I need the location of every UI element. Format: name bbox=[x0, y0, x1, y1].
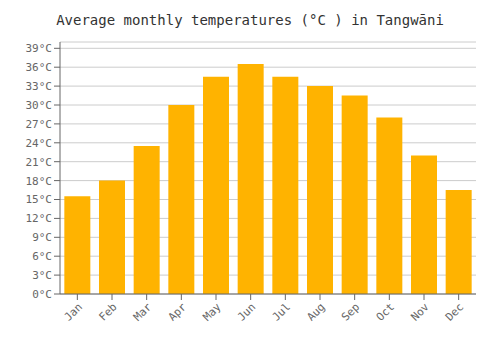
svg-text:18°C: 18°C bbox=[26, 175, 53, 188]
svg-text:9°C: 9°C bbox=[32, 231, 52, 244]
svg-text:Nov: Nov bbox=[408, 300, 432, 324]
svg-text:Aug: Aug bbox=[304, 300, 327, 323]
svg-text:15°C: 15°C bbox=[26, 193, 53, 206]
svg-text:21°C: 21°C bbox=[26, 156, 53, 169]
svg-text:Mar: Mar bbox=[131, 300, 155, 324]
svg-text:3°C: 3°C bbox=[32, 269, 52, 282]
svg-text:12°C: 12°C bbox=[26, 212, 53, 225]
svg-text:Jul: Jul bbox=[270, 300, 293, 323]
svg-text:Oct: Oct bbox=[374, 300, 397, 323]
svg-text:Jun: Jun bbox=[235, 300, 258, 323]
svg-text:Sep: Sep bbox=[339, 300, 362, 323]
svg-text:6°C: 6°C bbox=[32, 250, 52, 263]
svg-text:Feb: Feb bbox=[96, 300, 119, 323]
svg-text:27°C: 27°C bbox=[26, 118, 53, 131]
svg-text:0°C: 0°C bbox=[32, 288, 52, 301]
svg-text:Apr: Apr bbox=[166, 300, 190, 324]
html-text:Average monthly temperatures (: Average monthly temperatures (°C ) in Ta… bbox=[56, 12, 444, 28]
svg-text:30°C: 30°C bbox=[26, 99, 53, 112]
svg-text:36°C: 36°C bbox=[26, 61, 53, 74]
svg-text:May: May bbox=[200, 300, 224, 324]
svg-text:39°C: 39°C bbox=[26, 42, 53, 55]
svg-text:24°C: 24°C bbox=[26, 137, 53, 150]
svg-text:33°C: 33°C bbox=[26, 80, 53, 93]
svg-text:Jan: Jan bbox=[62, 300, 85, 323]
svg-text:Dec: Dec bbox=[443, 300, 466, 323]
